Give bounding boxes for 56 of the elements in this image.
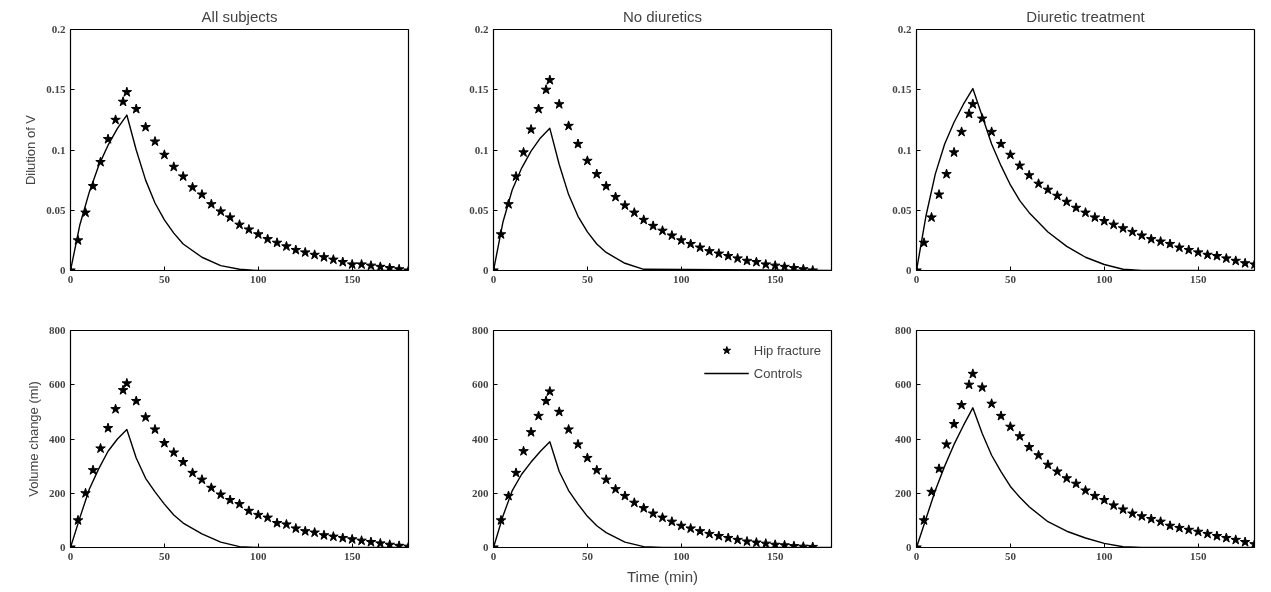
- x-tick-label: 100: [1096, 272, 1114, 285]
- y-axis-title: Volume change (ml): [26, 381, 41, 497]
- x-tick-label: 50: [158, 272, 171, 285]
- y-tick-label: 200: [49, 486, 66, 499]
- y-tick-label: 0: [483, 541, 489, 553]
- chart-title: No diuretics: [622, 7, 703, 25]
- x-tick-label: 50: [158, 549, 171, 562]
- x-tick-label: 100: [673, 549, 691, 562]
- y-tick-label: 600: [49, 378, 66, 391]
- chart-title: Diuretic treatment: [1026, 7, 1146, 25]
- x-tick-label: 100: [250, 272, 268, 285]
- x-tick-label: 150: [343, 272, 361, 285]
- x-axis-title: Time (min): [626, 567, 699, 585]
- y-tick-label: 0.1: [51, 143, 66, 156]
- y-tick-label: 200: [895, 486, 912, 499]
- x-tick-label: 150: [1189, 272, 1207, 285]
- y-tick-label: 0.15: [469, 83, 489, 96]
- x-tick-label: 150: [343, 549, 361, 562]
- y-tick-label: 0.15: [46, 83, 66, 96]
- y-tick-label: 0.05: [892, 203, 912, 216]
- y-tick-label: 200: [472, 486, 489, 499]
- y-tick-label: 800: [472, 324, 489, 336]
- x-tick-label: 50: [1004, 272, 1017, 285]
- x-tick-label: 100: [1096, 549, 1114, 562]
- x-tick-label: 50: [581, 549, 594, 562]
- y-tick-label: 0.2: [474, 23, 489, 35]
- y-tick-label: 0.2: [897, 23, 912, 35]
- y-tick-label: 600: [895, 378, 912, 391]
- y-tick-label: 0.15: [892, 83, 912, 96]
- y-tick-label: 0: [906, 541, 912, 553]
- y-tick-label: 0.05: [469, 203, 489, 216]
- y-tick-label: 800: [49, 324, 66, 336]
- x-tick-label: 150: [766, 549, 784, 562]
- x-tick-label: 50: [581, 272, 594, 285]
- y-tick-label: 0.1: [474, 143, 489, 156]
- legend-label: Hip fracture: [753, 342, 821, 358]
- y-tick-label: 0: [906, 264, 912, 276]
- x-tick-label: 150: [1189, 549, 1207, 562]
- legend-label: Controls: [753, 365, 803, 381]
- y-tick-label: 400: [895, 432, 912, 445]
- y-tick-label: 600: [472, 378, 489, 391]
- x-tick-label: 100: [673, 272, 691, 285]
- y-tick-label: 0: [483, 264, 489, 276]
- y-tick-label: 400: [472, 432, 489, 445]
- chart-title: All subjects: [201, 7, 278, 25]
- y-tick-label: 0: [60, 541, 66, 553]
- y-tick-label: 0.1: [897, 143, 912, 156]
- y-tick-label: 800: [895, 324, 912, 336]
- y-tick-label: 0.2: [51, 23, 66, 35]
- y-tick-label: 0.05: [46, 203, 66, 216]
- x-tick-label: 100: [250, 549, 268, 562]
- y-tick-label: 400: [49, 432, 66, 445]
- x-tick-label: 50: [1004, 549, 1017, 562]
- y-tick-label: 0: [60, 264, 66, 276]
- x-tick-label: 150: [766, 272, 784, 285]
- y-axis-title: Dilution of V: [23, 114, 39, 186]
